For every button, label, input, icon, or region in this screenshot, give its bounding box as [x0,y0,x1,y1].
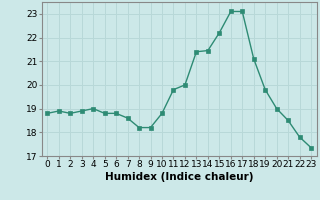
X-axis label: Humidex (Indice chaleur): Humidex (Indice chaleur) [105,172,253,182]
